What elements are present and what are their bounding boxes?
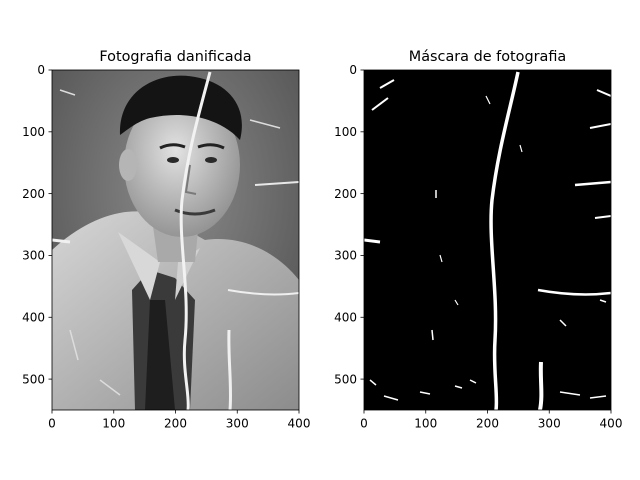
- damaged-photo-x-axis: 0 100 200 300 400: [48, 410, 310, 431]
- mask-xtick-label: 100: [414, 417, 437, 431]
- damaged-photo-xtick-label: 200: [164, 417, 187, 431]
- mask-xtick-label: 0: [360, 417, 368, 431]
- mask-ytick-label: 400: [334, 310, 357, 324]
- damaged-photo-ytick-label: 200: [22, 187, 45, 201]
- mask-xtick-label: 200: [476, 417, 499, 431]
- mask-ytick-label: 100: [334, 125, 357, 139]
- damaged-photo-xtick-label: 0: [48, 417, 56, 431]
- mask-ytick-label: 500: [334, 372, 357, 386]
- mask-x-axis: 0 100 200 300 400: [360, 410, 622, 431]
- mask-axes: Máscara de fotografia 0 100 200 300 400 0 100…: [334, 49, 622, 431]
- damaged-photo-xtick-label: 400: [288, 417, 311, 431]
- damaged-photo-ytick-label: 400: [22, 310, 45, 324]
- damaged-photo-xtick-label: 100: [102, 417, 125, 431]
- damaged-photo-ytick-label: 500: [22, 372, 45, 386]
- mask-image: [364, 70, 611, 410]
- mask-xtick-label: 400: [600, 417, 623, 431]
- mask-y-axis: 0 100 200 300 400 500: [334, 63, 364, 386]
- damaged-photo-title: Fotografia danificada: [99, 49, 251, 65]
- mask-ytick-label: 200: [334, 187, 357, 201]
- mask-ytick-label: 300: [334, 249, 357, 263]
- damaged-photo-ytick-label: 100: [22, 125, 45, 139]
- mask-title: Máscara de fotografia: [409, 49, 566, 65]
- mask-ytick-label: 0: [349, 63, 357, 77]
- damaged-photo-axes: Fotografia danificada: [22, 49, 310, 431]
- mask-xtick-label: 300: [538, 417, 561, 431]
- damaged-photo-ytick-label: 0: [37, 63, 45, 77]
- damaged-photo-xtick-label: 300: [226, 417, 249, 431]
- damaged-photo-image: [52, 70, 299, 410]
- damaged-photo-ytick-label: 300: [22, 249, 45, 263]
- damaged-photo-y-axis: 0 100 200 300 400 500: [22, 63, 52, 386]
